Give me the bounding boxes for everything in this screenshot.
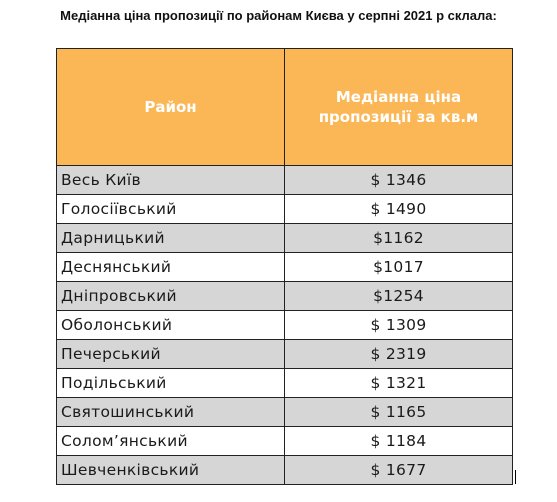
table-row: Весь Київ $ 1346 bbox=[56, 165, 513, 195]
price-cell: $ 1346 bbox=[284, 165, 513, 195]
price-cell: $ 2319 bbox=[284, 339, 513, 369]
table-row: Дарницький $1162 bbox=[56, 223, 513, 253]
table-row: Святошинський $ 1165 bbox=[56, 397, 513, 427]
price-cell: $1162 bbox=[284, 223, 513, 253]
district-cell: Печерський bbox=[56, 339, 285, 369]
price-cell: $ 1184 bbox=[284, 426, 513, 456]
price-cell: $ 1321 bbox=[284, 368, 513, 398]
district-cell: Дарницький bbox=[56, 223, 285, 253]
district-cell: Деснянський bbox=[56, 252, 285, 282]
table-body: Весь Київ $ 1346 Голосіївський $ 1490 Да… bbox=[56, 165, 513, 485]
table-header-row: Район Медіанна ціна пропозиції за кв.м bbox=[56, 48, 513, 166]
district-cell: Дніпровський bbox=[56, 281, 285, 311]
price-cell: $1017 bbox=[284, 252, 513, 282]
table-row: Шевченківський $ 1677 bbox=[56, 455, 513, 485]
price-cell: $ 1165 bbox=[284, 397, 513, 427]
district-cell: Святошинський bbox=[56, 397, 285, 427]
price-cell: $ 1677 bbox=[284, 455, 513, 485]
text-cursor bbox=[515, 470, 516, 484]
table-row: Подільський $ 1321 bbox=[56, 368, 513, 398]
document-title: Медіанна ціна пропозиції по районам Києв… bbox=[60, 8, 497, 23]
header-price: Медіанна ціна пропозиції за кв.м bbox=[284, 48, 513, 166]
table-row: Голосіївський $ 1490 bbox=[56, 194, 513, 224]
district-cell: Оболонський bbox=[56, 310, 285, 340]
table-row: Солом’янський $ 1184 bbox=[56, 426, 513, 456]
median-price-table: Район Медіанна ціна пропозиції за кв.м В… bbox=[56, 48, 513, 485]
table-row: Оболонський $ 1309 bbox=[56, 310, 513, 340]
district-cell: Весь Київ bbox=[56, 165, 285, 195]
price-cell: $ 1490 bbox=[284, 194, 513, 224]
price-cell: $1254 bbox=[284, 281, 513, 311]
table-row: Деснянський $1017 bbox=[56, 252, 513, 282]
table-row: Дніпровський $1254 bbox=[56, 281, 513, 311]
district-cell: Подільський bbox=[56, 368, 285, 398]
header-district: Район bbox=[56, 48, 285, 166]
district-cell: Шевченківський bbox=[56, 455, 285, 485]
district-cell: Солом’янський bbox=[56, 426, 285, 456]
table-row: Печерський $ 2319 bbox=[56, 339, 513, 369]
price-cell: $ 1309 bbox=[284, 310, 513, 340]
district-cell: Голосіївський bbox=[56, 194, 285, 224]
